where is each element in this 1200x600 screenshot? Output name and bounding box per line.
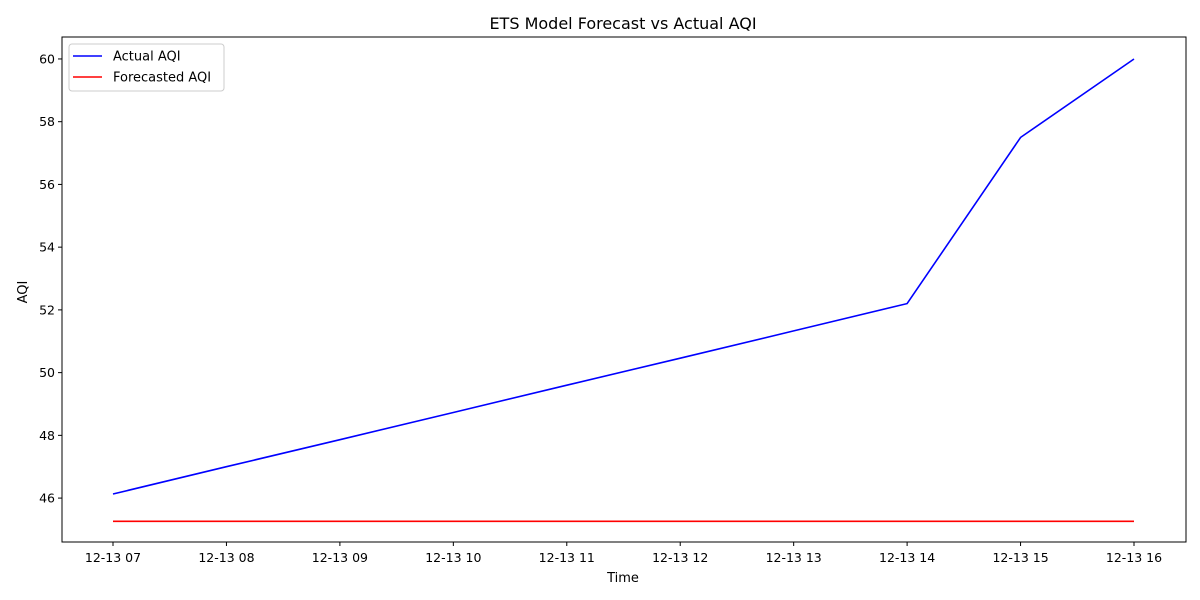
x-tick-label: 12-13 16 <box>1106 550 1162 565</box>
x-tick-label: 12-13 13 <box>766 550 822 565</box>
chart-title: ETS Model Forecast vs Actual AQI <box>489 14 756 33</box>
y-tick-label: 46 <box>39 491 55 506</box>
x-tick-label: 12-13 07 <box>85 550 141 565</box>
x-tick-label: 12-13 12 <box>652 550 708 565</box>
legend-box <box>68 43 225 92</box>
y-tick-label: 56 <box>39 177 55 192</box>
x-tick-label: 12-13 10 <box>425 550 481 565</box>
y-tick-label: 50 <box>39 365 55 380</box>
x-axis: 12-13 07 12-13 08 12-13 09 12-13 10 12-13 11… <box>85 542 1162 565</box>
y-axis: 46 48 50 52 54 56 58 60 <box>39 51 62 506</box>
x-axis-label: Time <box>606 571 639 586</box>
x-tick-label: 12-13 08 <box>198 550 254 565</box>
y-axis-label: AQI <box>16 281 31 304</box>
plot-area <box>61 36 1187 543</box>
y-tick-label: 58 <box>39 114 55 129</box>
plot-frame <box>61 36 1187 543</box>
legend-label-1: Actual AQI <box>113 50 181 65</box>
series-line-1 <box>112 58 1135 495</box>
legend: Actual AQI Forecasted AQI <box>68 43 225 92</box>
y-tick-label: 48 <box>39 428 55 443</box>
x-tick-label: 12-13 14 <box>879 550 935 565</box>
x-tick-label: 12-13 15 <box>992 550 1048 565</box>
legend-label-2: Forecasted AQI <box>113 71 211 86</box>
y-tick-label: 54 <box>39 240 55 255</box>
y-tick-label: 60 <box>39 51 55 66</box>
y-tick-label: 52 <box>39 302 55 317</box>
x-tick-label: 12-13 11 <box>539 550 595 565</box>
x-tick-label: 12-13 09 <box>312 550 368 565</box>
